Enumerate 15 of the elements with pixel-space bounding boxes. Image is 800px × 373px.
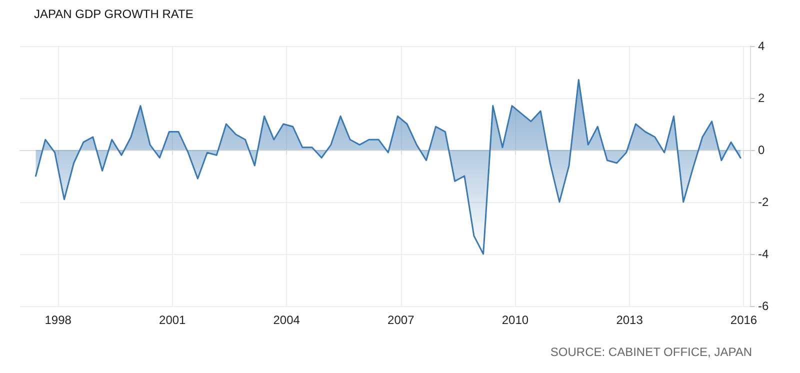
y-tick-label: -6	[758, 299, 769, 313]
x-tick-label: 2001	[159, 313, 186, 327]
y-tick-label: 0	[758, 143, 765, 157]
y-tick-label: -2	[758, 195, 769, 209]
x-tick-label: 1998	[44, 313, 72, 327]
x-tick-label: 2016	[730, 313, 758, 327]
x-tick-label: 2013	[616, 313, 644, 327]
chart-title: JAPAN GDP GROWTH RATE	[34, 7, 194, 21]
source-note: SOURCE: CABINET OFFICE, JAPAN	[550, 345, 752, 359]
y-tick-label: 2	[758, 91, 765, 105]
y-tick-label: 4	[758, 39, 765, 53]
x-tick-label: 2007	[388, 313, 415, 327]
y-tick-label: -4	[758, 247, 769, 261]
x-tick-label: 2004	[273, 313, 300, 327]
x-tick-label: 2010	[502, 313, 529, 327]
